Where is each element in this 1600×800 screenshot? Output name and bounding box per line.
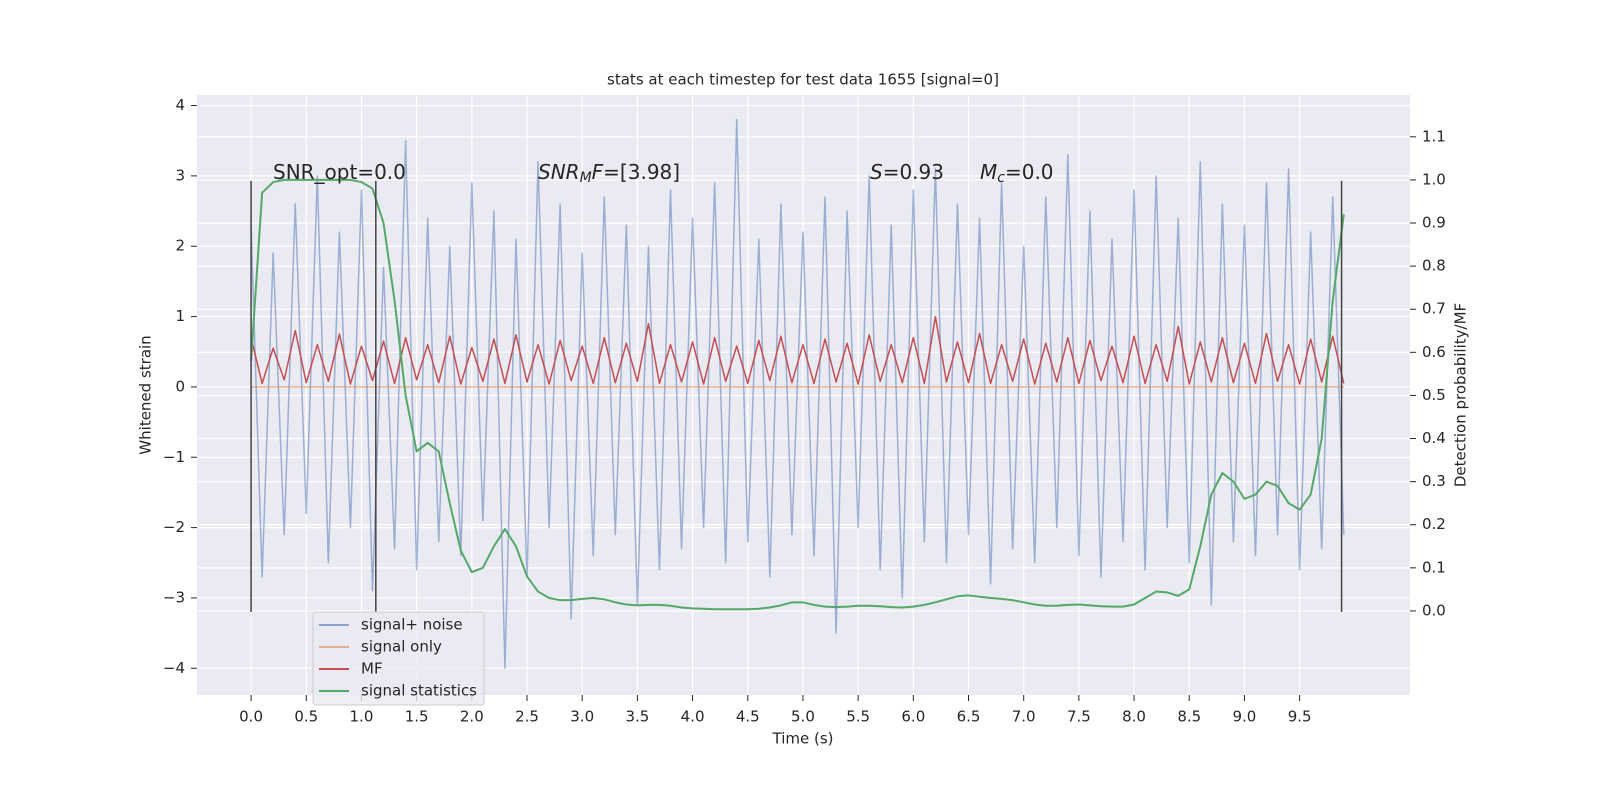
legend-label: signal statistics (361, 682, 477, 700)
x-tick-label: 5.0 (791, 708, 815, 726)
legend: signal+ noise signal only MF signal statist… (312, 611, 485, 706)
x-tick-label: 8.5 (1177, 708, 1201, 726)
y2-tick-label: 0.8 (1422, 257, 1446, 275)
annotation: Mc=0.0 (980, 160, 1054, 187)
marks (250, 118, 1345, 670)
annotation-part: =[3.98] (603, 160, 680, 184)
y2-tick-label: 1.0 (1422, 170, 1446, 188)
x-axis-label: Time (s) (772, 730, 834, 748)
x-tick-label: 7.5 (1067, 708, 1091, 726)
legend-label: signal only (361, 638, 442, 656)
annotation-part: =0.0 (1005, 160, 1054, 184)
annotation: SNR_opt=0.0 (273, 160, 406, 184)
annotation-part: SNR_opt=0.0 (273, 160, 406, 184)
x-tick-label: 9.5 (1288, 708, 1312, 726)
x-tick-label: 1.0 (350, 708, 374, 726)
annotation-part: F (592, 160, 604, 184)
chart-title: stats at each timestep for test data 165… (607, 71, 999, 89)
annotation-part: M (980, 160, 997, 184)
y2-tick-label: 0.4 (1422, 429, 1446, 447)
series-line (250, 118, 1345, 670)
y-tick-label: 3 (175, 166, 185, 184)
x-tick-label: 4.5 (736, 708, 760, 726)
y-tick-label: 1 (175, 307, 185, 325)
y2-tick-label: 0.5 (1422, 386, 1446, 404)
y2-tick-label: 0.6 (1422, 343, 1446, 361)
x-tick-label: 2.5 (515, 708, 539, 726)
x-tick-label: 6.5 (957, 708, 981, 726)
annotation: S=0.93 (870, 160, 944, 184)
y2-tick-label: 0.0 (1422, 601, 1446, 619)
annotation-part: =0.93 (883, 160, 944, 184)
legend-label: MF (361, 660, 383, 678)
legend-box (312, 611, 485, 706)
x-tick-label: 0.0 (239, 708, 263, 726)
x-tick-label: 4.0 (681, 708, 705, 726)
y-tick-label: −3 (163, 588, 185, 606)
y-tick-label: −2 (163, 518, 185, 536)
x-tick-label: 8.0 (1122, 708, 1146, 726)
annotation-part: M (580, 170, 592, 186)
y2-tick-label: 0.7 (1422, 300, 1446, 318)
x-tick-label: 1.5 (405, 708, 429, 726)
x-tick-label: 3.5 (625, 708, 649, 726)
annotation-part: c (997, 170, 1005, 186)
x-tick-label: 9.0 (1233, 708, 1257, 726)
x-tick-label: 3.0 (570, 708, 594, 726)
annotation-part: S (870, 160, 883, 184)
annotation-part: SNR (538, 160, 580, 184)
legend-label: signal+ noise (361, 616, 463, 634)
y2-tick-label: 0.1 (1422, 558, 1446, 576)
series-line (250, 315, 1345, 385)
y2-tick-label: 0.3 (1422, 472, 1446, 490)
annotation: SNRMF=[3.98] (538, 160, 680, 187)
y-tick-label: −4 (163, 659, 185, 677)
y-axis-label: Whitened strain (137, 335, 155, 454)
y2-tick-label: 0.2 (1422, 515, 1446, 533)
x-tick-label: 6.0 (901, 708, 925, 726)
y-tick-label: 4 (175, 96, 185, 114)
y-tick-label: 0 (175, 377, 185, 395)
y2-tick-label: 0.9 (1422, 214, 1446, 232)
x-tick-label: 0.5 (294, 708, 318, 726)
x-tick-label: 5.5 (846, 708, 870, 726)
y-tick-label: 2 (175, 237, 185, 255)
y2-tick-label: 1.1 (1422, 127, 1446, 145)
series-line (250, 178, 1345, 611)
y2-axis-label: Detection probability/MF (1452, 303, 1470, 487)
x-tick-label: 2.0 (460, 708, 484, 726)
x-tick-label: 7.0 (1012, 708, 1036, 726)
y-tick-label: −1 (163, 448, 185, 466)
